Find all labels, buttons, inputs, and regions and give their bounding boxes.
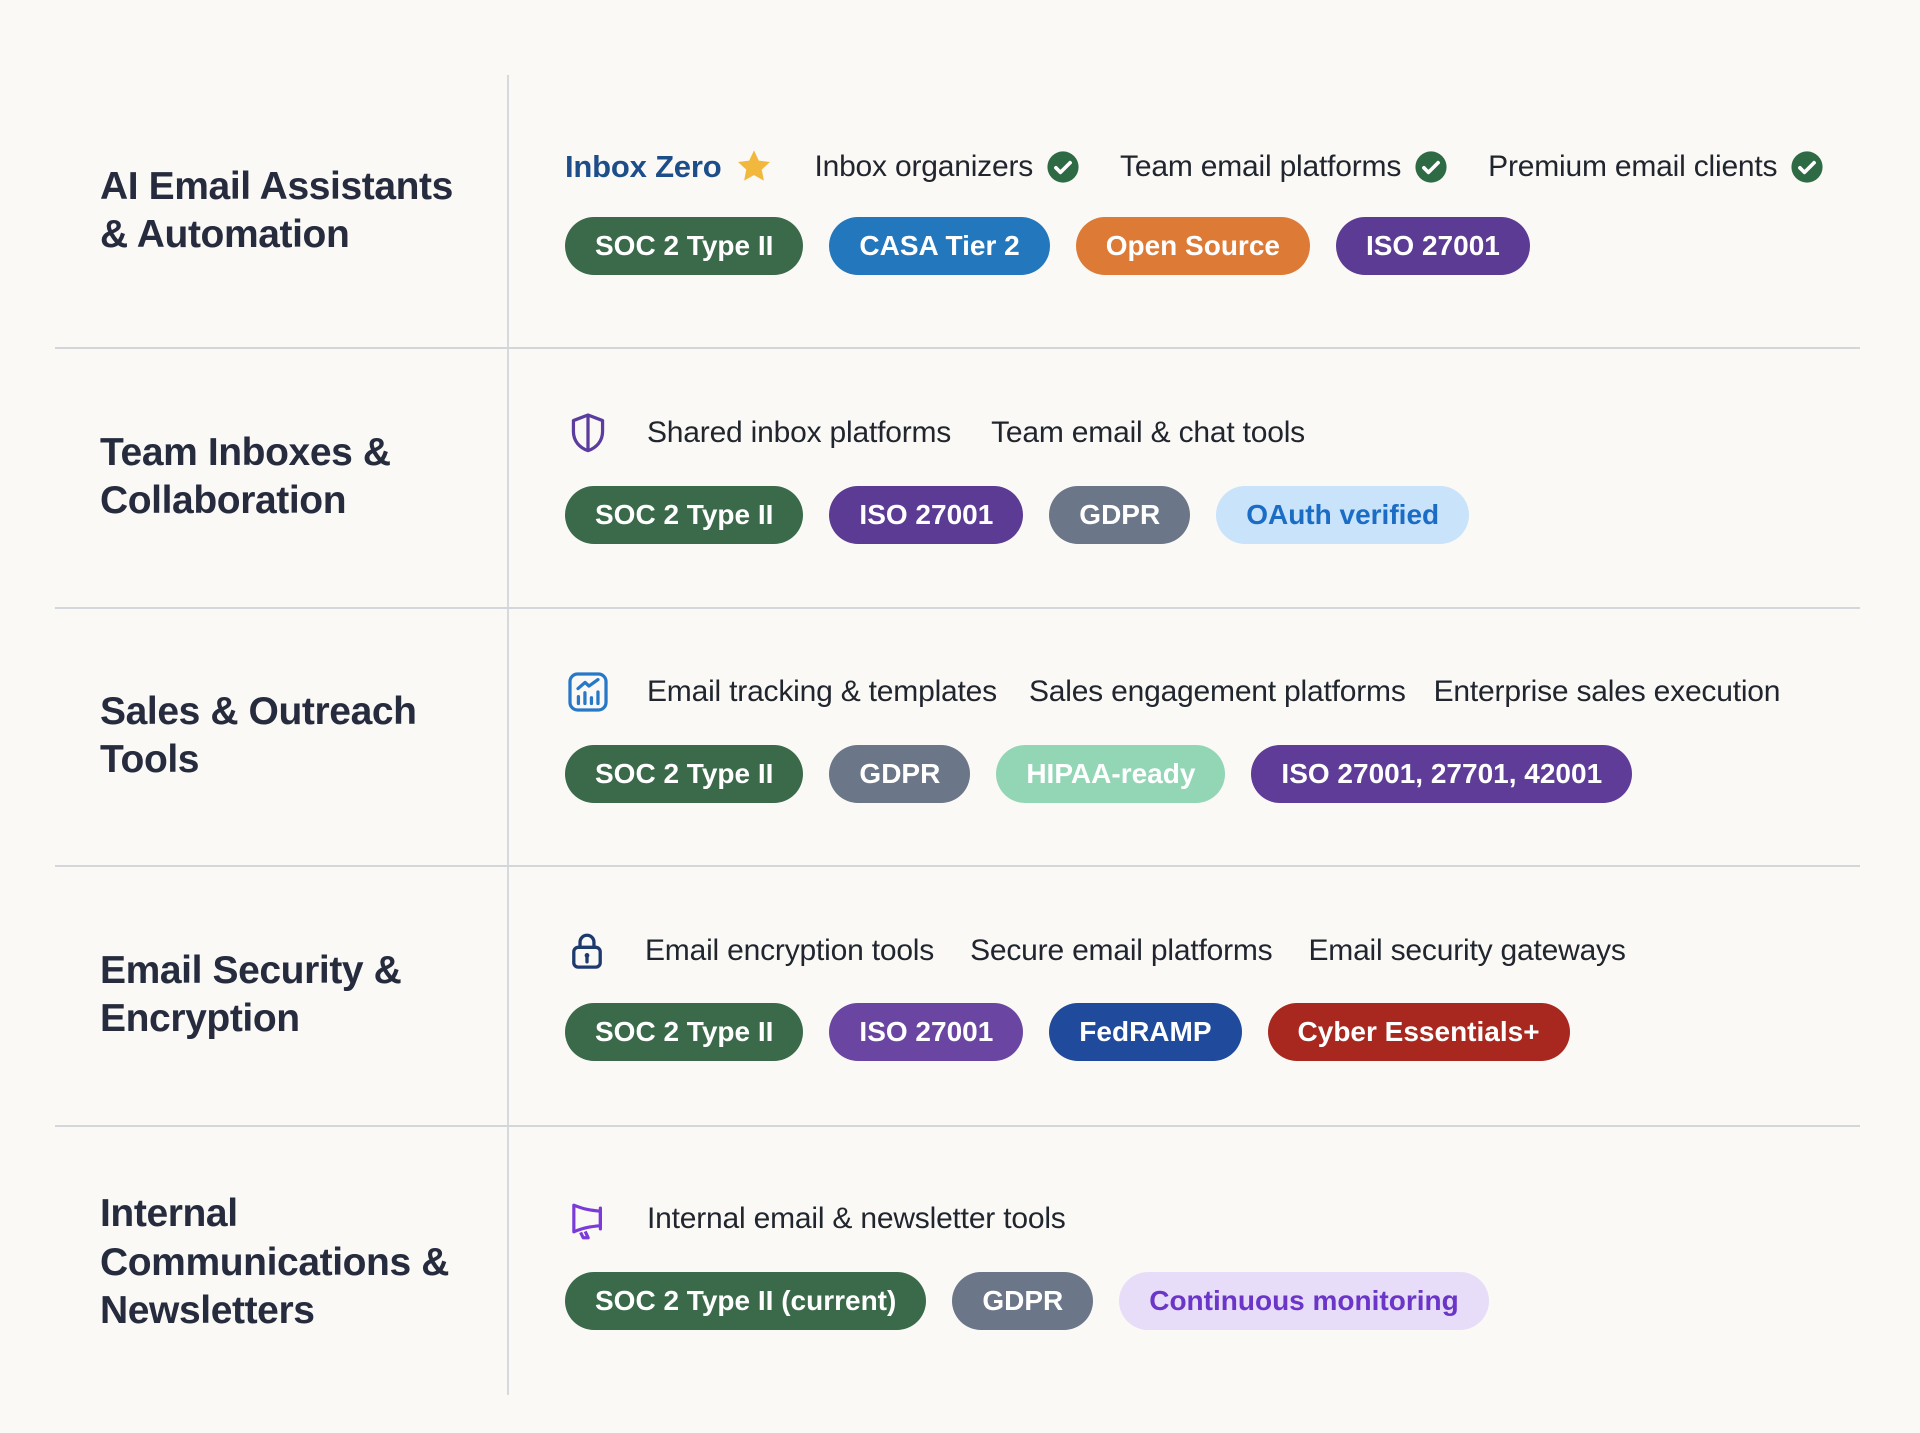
content-cell: Shared inbox platforms Team email & chat… <box>507 347 1920 607</box>
tool-label: Email security gateways <box>1308 934 1626 967</box>
tool-item: Email encryption tools <box>645 934 934 968</box>
category-label: Sales & Outreach Tools <box>100 689 417 781</box>
shield-icon <box>565 410 611 456</box>
row-divider <box>55 607 1860 609</box>
certification-badge: Cyber Essentials+ <box>1267 1003 1570 1061</box>
tool-label: Inbox organizers <box>814 150 1034 183</box>
table-row: Sales & Outreach Tools Email tracking & … <box>0 607 1920 865</box>
badge-list: SOC 2 Type II CASA Tier 2 Open Source IS… <box>565 217 1920 275</box>
certification-badge: Continuous monitoring <box>1119 1272 1489 1330</box>
category-cell: Internal Communications & Newsletters <box>0 1125 507 1401</box>
tools-header: Email encryption tools Secure email plat… <box>565 929 1920 973</box>
certification-badge: CASA Tier 2 <box>829 217 1050 275</box>
tool-label: Sales engagement platforms <box>1028 675 1406 708</box>
featured-tool: Inbox Zero <box>565 147 774 187</box>
tool-item: Email tracking & templates <box>647 675 997 709</box>
certification-badge: SOC 2 Type II <box>565 217 804 275</box>
category-cell: Team Inboxes & Collaboration <box>0 347 507 607</box>
tool-item: Team email platforms <box>1120 150 1448 184</box>
tool-item: Secure email platforms <box>970 934 1273 968</box>
badge-list: SOC 2 Type II (current) GDPR Continuous … <box>565 1272 1920 1330</box>
tools-header: Email tracking & templates Sales engagem… <box>565 669 1920 715</box>
row-divider <box>55 1125 1860 1127</box>
certification-badge: GDPR <box>1049 486 1191 544</box>
tool-label: Secure email platforms <box>970 934 1273 967</box>
tools-header: Shared inbox platforms Team email & chat… <box>565 410 1920 456</box>
tool-label: Internal email & newsletter tools <box>647 1202 1066 1235</box>
tool-item: Team email & chat tools <box>991 416 1305 450</box>
lock-icon <box>565 929 609 973</box>
certification-badge: ISO 27001, 27701, 42001 <box>1251 745 1633 803</box>
category-cell: Email Security & Encryption <box>0 865 507 1125</box>
certification-badge: Open Source <box>1075 217 1310 275</box>
tool-item: Internal email & newsletter tools <box>647 1202 1066 1236</box>
certification-badge: SOC 2 Type II <box>565 1003 804 1061</box>
tool-item: Sales engagement platforms <box>1029 675 1406 709</box>
category-cell: Sales & Outreach Tools <box>0 607 507 865</box>
row-divider <box>55 865 1860 867</box>
content-cell: Internal email & newsletter tools SOC 2 … <box>507 1125 1920 1401</box>
check-circle-icon <box>1790 150 1824 184</box>
category-label: Email Security & Encryption <box>100 948 402 1040</box>
vertical-divider <box>507 75 509 1395</box>
featured-tool-label: Inbox Zero <box>565 149 722 184</box>
category-label: AI Email Assistants & Automation <box>100 164 453 256</box>
tool-label: Team email platforms <box>1120 150 1402 183</box>
certification-badge: SOC 2 Type II <box>565 486 804 544</box>
check-circle-icon <box>1414 150 1448 184</box>
check-circle-icon <box>1046 150 1080 184</box>
certification-badge: ISO 27001 <box>829 1003 1024 1061</box>
tool-label: Enterprise sales execution <box>1433 675 1781 708</box>
tools-header: Inbox Zero Inbox organizers Team email p… <box>565 147 1920 187</box>
tool-label: Premium email clients <box>1488 150 1778 183</box>
tool-item: Premium email clients <box>1488 150 1824 184</box>
tool-label: Email encryption tools <box>645 934 935 967</box>
certification-badge: HIPAA-ready <box>996 745 1226 803</box>
certification-badge: OAuth verified <box>1216 486 1470 544</box>
star-icon <box>734 147 774 187</box>
row-divider <box>55 347 1860 349</box>
category-cell: AI Email Assistants & Automation <box>0 75 507 347</box>
certification-badge: GDPR <box>952 1272 1094 1330</box>
tool-item: Inbox organizers <box>814 150 1080 184</box>
megaphone-icon <box>565 1196 611 1242</box>
tool-label: Email tracking & templates <box>647 675 997 708</box>
content-cell: Email encryption tools Secure email plat… <box>507 865 1920 1125</box>
certification-badge: GDPR <box>829 745 971 803</box>
table-row: Email Security & Encryption Email encryp… <box>0 865 1920 1125</box>
tool-item: Shared inbox platforms <box>647 416 951 450</box>
table-row: AI Email Assistants & Automation Inbox Z… <box>0 75 1920 347</box>
category-label: Internal Communications & Newsletters <box>100 1192 449 1333</box>
table-row: Internal Communications & Newsletters In… <box>0 1125 1920 1401</box>
badge-list: SOC 2 Type II GDPR HIPAA-ready ISO 27001… <box>565 745 1920 803</box>
certification-badge: SOC 2 Type II <box>565 745 804 803</box>
tool-label: Team email & chat tools <box>991 416 1305 449</box>
badge-list: SOC 2 Type II ISO 27001 FedRAMP Cyber Es… <box>565 1003 1920 1061</box>
content-cell: Inbox Zero Inbox organizers Team email p… <box>507 75 1920 347</box>
tool-item: Email security gateways <box>1308 934 1625 968</box>
badge-list: SOC 2 Type II ISO 27001 GDPR OAuth verif… <box>565 486 1920 544</box>
certification-badge: ISO 27001 <box>1335 217 1530 275</box>
tool-item: Enterprise sales execution <box>1434 675 1781 709</box>
certification-badge: FedRAMP <box>1049 1003 1242 1061</box>
tools-header: Internal email & newsletter tools <box>565 1196 1920 1242</box>
certification-badge: ISO 27001 <box>829 486 1024 544</box>
chart-icon <box>565 669 611 715</box>
certification-badge: SOC 2 Type II (current) <box>565 1272 927 1330</box>
tool-label: Shared inbox platforms <box>647 416 952 449</box>
table-row: Team Inboxes & Collaboration Shared inbo… <box>0 347 1920 607</box>
category-label: Team Inboxes & Collaboration <box>100 430 391 522</box>
content-cell: Email tracking & templates Sales engagem… <box>507 607 1920 865</box>
